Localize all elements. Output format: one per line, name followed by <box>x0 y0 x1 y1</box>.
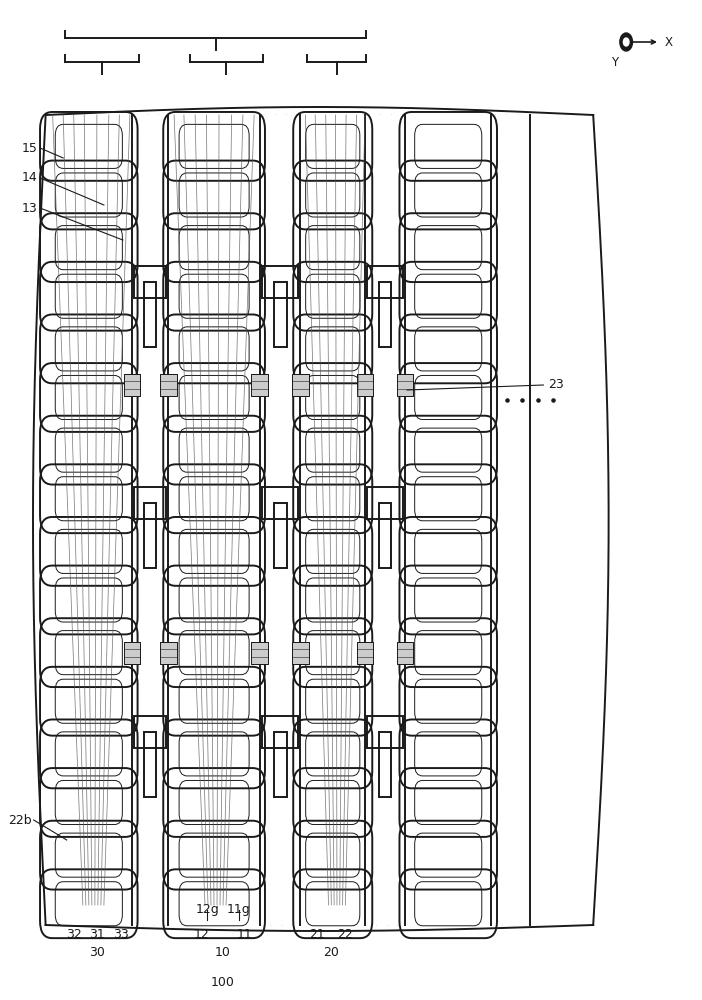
Bar <box>251 642 268 664</box>
Text: 31: 31 <box>89 928 105 941</box>
Text: Y: Y <box>611 56 618 69</box>
Bar <box>274 503 286 568</box>
Bar <box>397 374 413 396</box>
Bar <box>260 115 300 925</box>
Text: X: X <box>665 35 673 48</box>
Text: 12: 12 <box>194 928 209 941</box>
Bar <box>160 374 177 396</box>
Bar <box>397 642 413 664</box>
Bar <box>134 487 166 519</box>
Text: 12g: 12g <box>195 904 219 916</box>
Text: 10: 10 <box>215 946 230 959</box>
Bar <box>145 732 156 797</box>
Text: 11: 11 <box>237 928 252 941</box>
Text: 20: 20 <box>324 946 339 959</box>
Bar <box>292 374 309 396</box>
Bar <box>134 716 166 748</box>
Bar <box>378 503 392 568</box>
Bar <box>274 282 286 347</box>
Text: 100: 100 <box>211 976 234 989</box>
Bar <box>251 374 268 396</box>
Text: 15: 15 <box>22 141 37 154</box>
Text: 22: 22 <box>338 928 353 941</box>
Bar <box>132 115 168 925</box>
Text: 13: 13 <box>22 202 37 215</box>
Bar <box>262 487 298 519</box>
Bar <box>292 642 309 664</box>
Bar <box>124 642 140 664</box>
Bar <box>124 374 140 396</box>
Circle shape <box>623 38 629 46</box>
Text: 32: 32 <box>66 928 81 941</box>
Bar <box>357 374 373 396</box>
Text: 22b: 22b <box>8 813 32 826</box>
Bar <box>262 266 298 298</box>
Bar <box>365 115 405 925</box>
Bar <box>378 732 392 797</box>
Bar <box>160 642 177 664</box>
Bar <box>378 282 392 347</box>
Circle shape <box>620 33 633 51</box>
Bar <box>367 716 403 748</box>
Text: 33: 33 <box>113 928 128 941</box>
Bar <box>274 732 286 797</box>
Bar <box>367 487 403 519</box>
Text: 23: 23 <box>548 378 564 391</box>
Bar <box>145 503 156 568</box>
Text: 21: 21 <box>310 928 325 941</box>
Text: 14: 14 <box>22 171 37 184</box>
Bar <box>491 115 530 925</box>
Bar <box>145 282 156 347</box>
Bar <box>357 642 373 664</box>
Bar <box>367 266 403 298</box>
Bar <box>134 266 166 298</box>
Text: 11g: 11g <box>227 904 251 916</box>
Bar <box>262 716 298 748</box>
Text: 30: 30 <box>89 946 105 959</box>
